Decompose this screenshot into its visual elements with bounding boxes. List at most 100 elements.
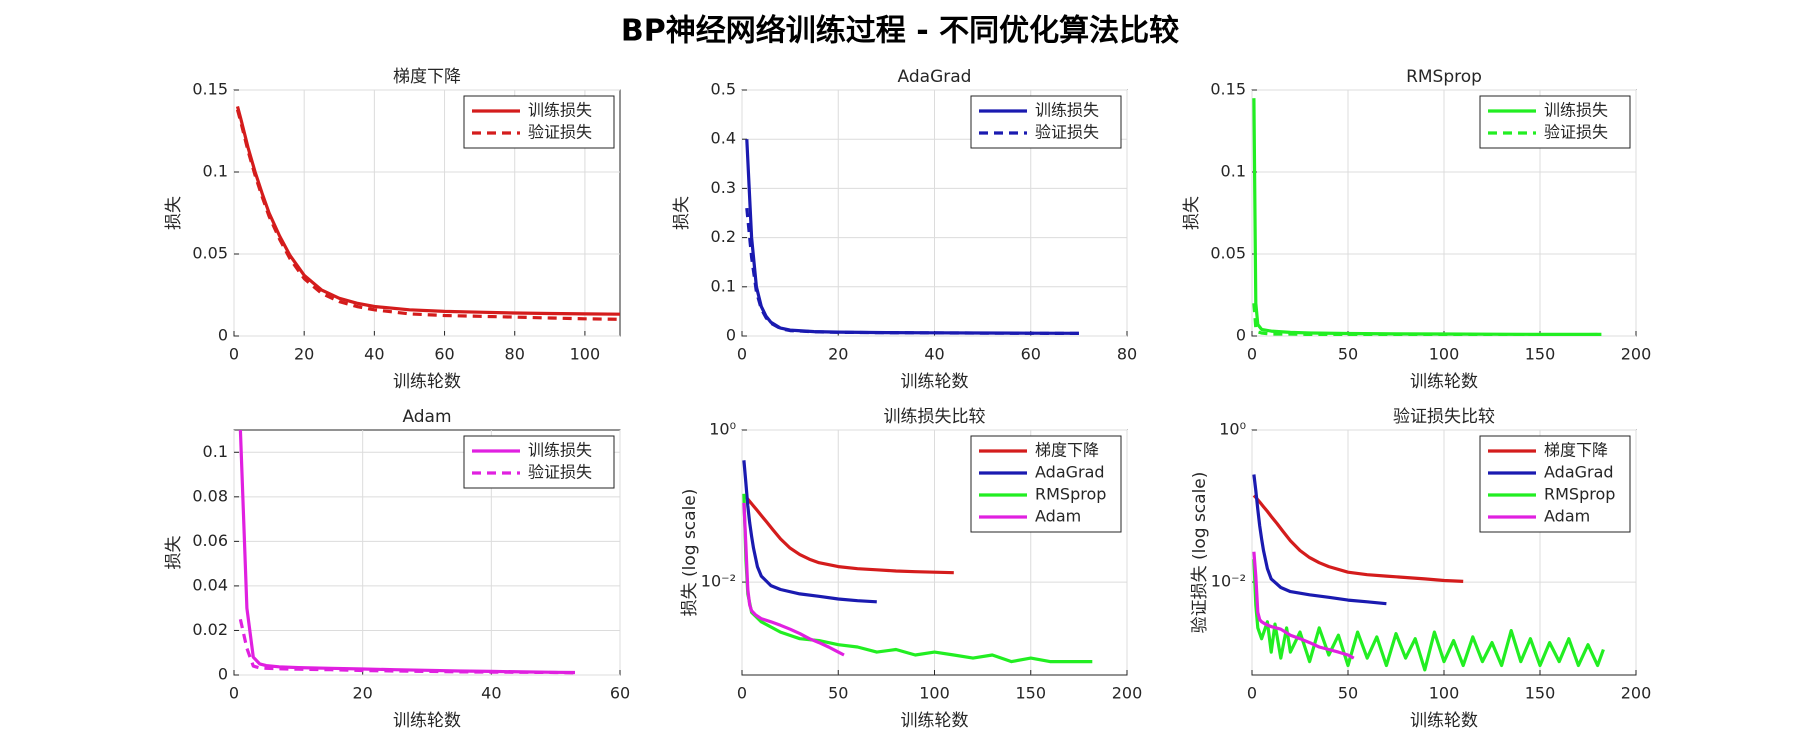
x-tick-label: 0 — [229, 345, 239, 364]
y-axis-label: 损失 — [164, 536, 184, 570]
x-axis-label: 训练轮数 — [393, 372, 461, 392]
x-tick-label: 200 — [1621, 684, 1652, 703]
x-axis-label: 训练轮数 — [901, 711, 969, 731]
y-tick-label: 0.4 — [711, 129, 736, 148]
subplot-title: Adam — [402, 407, 451, 427]
x-tick-label: 100 — [570, 345, 601, 364]
x-tick-label: 20 — [294, 345, 314, 364]
y-tick-label: 0 — [726, 326, 736, 345]
x-tick-label: 150 — [1525, 684, 1556, 703]
y-tick-label: 10⁰ — [709, 420, 736, 439]
x-tick-label: 80 — [1117, 345, 1137, 364]
x-tick-label: 50 — [828, 684, 848, 703]
y-axis-label: 损失 — [1182, 196, 1202, 230]
x-tick-label: 60 — [434, 345, 454, 364]
legend-label: Adam — [1035, 507, 1081, 526]
series-line — [742, 502, 845, 657]
x-tick-label: 50 — [1338, 684, 1358, 703]
subplot-title: 训练损失比较 — [884, 407, 986, 427]
legend-label: 训练损失 — [528, 101, 592, 120]
legend-label: 验证损失 — [1035, 123, 1099, 142]
y-axis-label: 损失 (log scale) — [680, 489, 700, 617]
x-tick-label: 100 — [1429, 345, 1460, 364]
subplot-title: RMSprop — [1406, 67, 1482, 87]
y-tick-label: 0.04 — [192, 575, 228, 594]
legend-label: 验证损失 — [528, 123, 592, 142]
x-tick-label: 20 — [828, 345, 848, 364]
y-axis-label: 验证损失 (log scale) — [1190, 472, 1210, 634]
series-line — [1252, 303, 1602, 336]
x-tick-label: 60 — [1021, 345, 1041, 364]
x-tick-label: 40 — [481, 684, 501, 703]
legend-label: 梯度下降 — [1035, 441, 1099, 460]
series-line — [1252, 474, 1387, 606]
x-tick-label: 40 — [924, 345, 944, 364]
legend-label: AdaGrad — [1035, 463, 1105, 482]
legend-label: AdaGrad — [1544, 463, 1614, 482]
legend-box — [463, 435, 615, 489]
x-tick-label: 20 — [352, 684, 372, 703]
legend-label: 训练损失 — [1544, 101, 1608, 120]
series-line — [742, 493, 954, 575]
y-tick-label: 0 — [218, 665, 228, 684]
y-tick-label: 0.3 — [711, 178, 736, 197]
y-tick-label: 10⁻² — [701, 572, 736, 591]
legend-label: 验证损失 — [1544, 123, 1608, 142]
x-tick-label: 60 — [610, 684, 630, 703]
y-tick-label: 0.1 — [711, 276, 736, 295]
y-tick-label: 10⁰ — [1219, 420, 1246, 439]
legend-box — [1479, 95, 1631, 149]
subplot-title: AdaGrad — [898, 67, 972, 87]
x-axis-label: 训练轮数 — [393, 711, 461, 731]
series-line — [745, 207, 1079, 335]
legend-label: 梯度下降 — [1544, 441, 1608, 460]
legend-label: 训练损失 — [528, 441, 592, 460]
series-line — [235, 109, 620, 321]
x-tick-label: 150 — [1015, 684, 1046, 703]
x-tick-label: 100 — [1429, 684, 1460, 703]
y-tick-label: 0.05 — [192, 244, 228, 263]
legend-label: 训练损失 — [1035, 101, 1099, 120]
y-tick-label: 0.06 — [192, 531, 228, 550]
legend-label: RMSprop — [1035, 485, 1106, 504]
x-tick-label: 100 — [919, 684, 950, 703]
y-axis-label: 损失 — [164, 196, 184, 230]
y-tick-label: 0 — [218, 326, 228, 345]
x-axis-label: 训练轮数 — [1410, 711, 1478, 731]
x-tick-label: 0 — [1247, 684, 1257, 703]
x-tick-label: 200 — [1112, 684, 1143, 703]
legend-label: RMSprop — [1544, 485, 1615, 504]
y-tick-label: 0.2 — [711, 227, 736, 246]
subplot-title: 验证损失比较 — [1393, 407, 1495, 427]
x-tick-label: 0 — [737, 345, 747, 364]
subplot-title: 梯度下降 — [393, 67, 461, 87]
series-line — [238, 618, 576, 675]
y-tick-label: 0.05 — [1210, 244, 1246, 263]
y-axis-label: 损失 — [672, 196, 692, 230]
legend-label: Adam — [1544, 507, 1590, 526]
y-tick-label: 0.02 — [192, 620, 228, 639]
x-axis-label: 训练轮数 — [901, 372, 969, 392]
series-line — [742, 460, 877, 604]
legend-box — [463, 95, 615, 149]
x-tick-label: 150 — [1525, 345, 1556, 364]
x-tick-label: 0 — [229, 684, 239, 703]
y-tick-label: 10⁻² — [1211, 572, 1246, 591]
y-tick-label: 0.5 — [711, 80, 736, 99]
x-tick-label: 80 — [505, 345, 525, 364]
y-tick-label: 0 — [1236, 326, 1246, 345]
y-tick-label: 0.15 — [192, 80, 228, 99]
figure-title: BP神经网络训练过程 - 不同优化算法比较 — [621, 14, 1179, 49]
x-tick-label: 0 — [1247, 345, 1257, 364]
y-tick-label: 0.1 — [1221, 162, 1246, 181]
legend-box — [970, 95, 1122, 149]
x-tick-label: 200 — [1621, 345, 1652, 364]
y-tick-label: 0.1 — [203, 162, 228, 181]
series-line — [1252, 551, 1355, 660]
legend-label: 验证损失 — [528, 463, 592, 482]
series-line — [1252, 559, 1605, 672]
y-tick-label: 0.08 — [192, 486, 228, 505]
x-tick-label: 50 — [1338, 345, 1358, 364]
x-axis-label: 训练轮数 — [1410, 372, 1478, 392]
